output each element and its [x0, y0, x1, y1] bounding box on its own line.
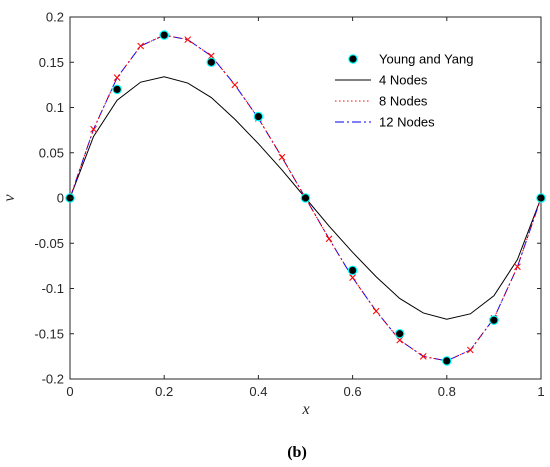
x-tick-label: 1 [537, 384, 544, 399]
legend-item-12-nodes: 12 Nodes [335, 115, 435, 130]
data-point-young-and-yang [112, 84, 122, 95]
data-point-8-nodes [372, 307, 380, 315]
plot-area: 0 0.2 0.4 0.6 0.8 1 -0.2 -0.15 -0.1 -0.05 0 0.05 0.1… [34, 10, 546, 400]
data-point-8-nodes [184, 36, 192, 43]
data-point-young-and-yang [253, 111, 264, 122]
x-tick-label: 0.8 [438, 384, 456, 399]
data-point-young-and-yang [347, 265, 358, 276]
data-point-young-and-yang [394, 328, 405, 339]
x-tick-label: 0.6 [344, 384, 362, 399]
series-layer [65, 30, 546, 366]
data-point-8-nodes [466, 346, 474, 354]
y-tick-label: -0.1 [42, 281, 64, 296]
legend-label-8-nodes: 8 Nodes [379, 94, 428, 109]
data-point-8-nodes [137, 42, 145, 50]
legend-label-4-nodes: 4 Nodes [379, 73, 428, 88]
y-tick-label: 0.2 [46, 10, 64, 25]
legend-label-young-and-yang: Young and Yang [379, 52, 473, 67]
y-tick-label: -0.05 [34, 236, 64, 251]
data-point-young-and-yang [441, 356, 452, 366]
data-point-young-and-yang [159, 30, 169, 40]
x-tick-label: 0.2 [155, 384, 173, 399]
data-point-8-nodes [325, 235, 333, 243]
data-point-8-nodes [231, 81, 239, 89]
data-point-young-and-yang [489, 315, 499, 325]
data-point-8-nodes [113, 74, 121, 81]
x-tick-label: 0 [66, 384, 73, 399]
legend-label-12-nodes: 12 Nodes [379, 115, 435, 130]
data-point-8-nodes [90, 125, 97, 133]
series-line-12-nodes [69, 34, 542, 362]
data-point-young-and-yang [206, 57, 217, 68]
series-young-and-yang [65, 30, 546, 366]
series-12-nodes [69, 34, 542, 362]
y-tick-label: -0.2 [42, 372, 64, 387]
figure-caption: (b) [287, 444, 307, 461]
data-point-8-nodes [349, 274, 356, 281]
legend-item-4-nodes: 4 Nodes [335, 73, 428, 88]
data-point-8-nodes [514, 263, 521, 271]
legend-item-8-nodes: 8 Nodes [335, 94, 428, 109]
data-point-young-and-yang [300, 193, 311, 203]
y-tick-label: -0.15 [34, 326, 64, 341]
y-tick-label: 0 [57, 191, 64, 206]
ticks-layer: 0 0.2 0.4 0.6 0.8 1 -0.2 -0.15 -0.1 -0.05 0 0.05 0.1… [34, 10, 544, 400]
y-tick-label: 0.05 [39, 145, 64, 160]
x-tick-label: 0.4 [249, 384, 267, 399]
x-axis-label: x [301, 401, 309, 418]
legend: Young and Yang 4 Nodes 8 Nodes 12 Nodes [335, 52, 473, 130]
y-tick-label: 0.1 [46, 100, 64, 115]
legend-item-young-and-yang: Young and Yang [348, 52, 473, 67]
y-axis-label: v [1, 194, 18, 202]
legend-marker-young-and-yang [348, 54, 358, 64]
y-tick-label: 0.15 [39, 55, 64, 70]
data-point-8-nodes [419, 353, 427, 360]
data-point-8-nodes [278, 153, 286, 161]
